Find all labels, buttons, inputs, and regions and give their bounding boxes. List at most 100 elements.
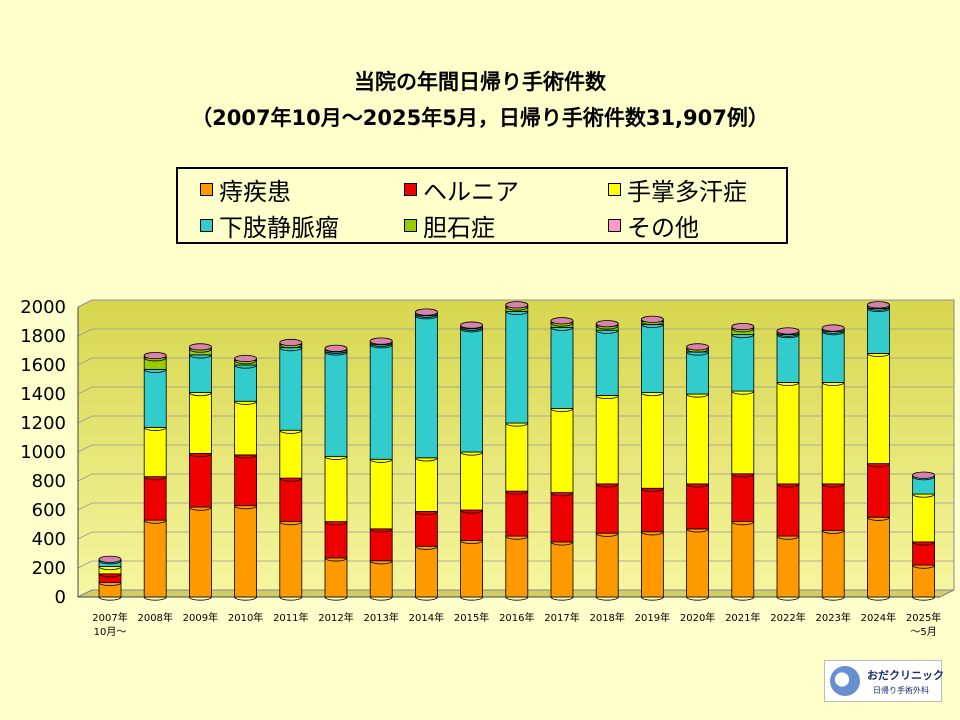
bar-segment-edge xyxy=(279,344,303,349)
bar-segment-edge xyxy=(867,353,890,357)
bar-segment-hemorrhoid xyxy=(143,519,167,598)
bar-segment-edge xyxy=(415,314,438,318)
bar-segment-edge xyxy=(415,457,438,462)
bar-segment-hyperhidrosis xyxy=(595,395,619,485)
bar-segment-varicose xyxy=(234,364,258,402)
bar-segment-edge xyxy=(550,492,574,497)
bar-segment-edge xyxy=(324,557,348,562)
x-tick-label: 2008年 xyxy=(137,611,172,624)
bar-segment-hyperhidrosis xyxy=(821,382,845,485)
bar-segment-edge xyxy=(143,427,167,431)
bar-segment-hernia xyxy=(414,511,438,547)
bar-top-cap xyxy=(234,354,258,363)
bar-segment-edge xyxy=(189,453,212,458)
bar-segment-edge xyxy=(415,596,438,601)
bar-segment-edge xyxy=(505,596,529,601)
y-tick-label: 200 xyxy=(32,558,66,579)
bar-segment-edge xyxy=(550,408,574,413)
bar-segment-edge xyxy=(279,347,303,352)
x-tick-label: 2024年 xyxy=(861,611,896,624)
bar-segment-hemorrhoid xyxy=(550,541,574,598)
bar-segment-hemorrhoid xyxy=(414,545,438,598)
bar-segment-hyperhidrosis xyxy=(188,392,212,454)
bar-segment-edge xyxy=(821,382,845,386)
bar-segment-hyperhidrosis xyxy=(234,400,258,456)
bar-segment-edge xyxy=(369,560,393,565)
bar-segment-hemorrhoid xyxy=(821,529,845,598)
y-tick-label: 600 xyxy=(32,500,66,521)
bar-segment-edge xyxy=(369,596,393,601)
bar-segment-edge xyxy=(821,596,845,601)
clinic-logo: おだクリニック 日帰り手術外科 xyxy=(824,660,944,702)
bar-segment-edge xyxy=(731,328,755,333)
bar-segment-edge xyxy=(821,530,845,534)
bar-segment-edge xyxy=(867,306,890,311)
bar-segment-edge xyxy=(324,456,348,460)
bar-segment-edge xyxy=(143,476,167,481)
x-tick-label: 2017年 xyxy=(544,611,579,624)
bar-segment-edge xyxy=(731,334,755,339)
bar-segment-hernia xyxy=(550,492,574,543)
bar-segment-edge xyxy=(776,334,800,339)
bar-segment-edge xyxy=(143,357,167,362)
bar-segment-varicose xyxy=(731,334,755,392)
bar-top-cap xyxy=(324,344,348,352)
bar-segment-edge xyxy=(98,573,122,578)
legend-swatch-other xyxy=(608,218,621,232)
bar-segment-hernia xyxy=(505,490,529,537)
bar-segment-edge xyxy=(279,596,303,601)
bar-segment-hemorrhoid xyxy=(641,531,664,598)
logo-subtitle: 日帰り手術外科 xyxy=(873,686,929,695)
bar-segment-hernia xyxy=(188,453,212,508)
x-tick-label: 2019年 xyxy=(635,611,670,624)
bar-top-cap xyxy=(143,351,167,360)
bar-segment-edge xyxy=(98,582,122,587)
bar-segment-varicose xyxy=(460,328,484,453)
bar-segment-edge xyxy=(595,325,619,330)
bar-segment-hernia xyxy=(821,483,845,531)
legend-label-hernia: ヘルニア xyxy=(423,177,519,206)
legend-label-gallstone: 胆石症 xyxy=(423,213,495,242)
bar-segment-edge xyxy=(595,483,619,488)
bar-segment-hyperhidrosis xyxy=(505,422,529,492)
gridline-depth xyxy=(77,473,93,482)
bar-segment-hernia xyxy=(324,521,348,559)
bar-segment-edge xyxy=(415,315,438,320)
legend-label-hemorrhoid: 痔疾患 xyxy=(219,177,291,206)
bar-segment-edge xyxy=(912,476,935,481)
x-tick-label: 2021年 xyxy=(725,611,760,624)
gridline-depth xyxy=(77,328,93,337)
bar-segment-edge xyxy=(460,596,483,601)
y-tick-label: 2000 xyxy=(20,297,66,318)
bar-segment-edge xyxy=(189,348,212,353)
bar-segment-edge xyxy=(279,430,303,434)
bar-segment-edge xyxy=(505,311,529,315)
bar-segment-varicose xyxy=(776,334,800,383)
bar-segment-hyperhidrosis xyxy=(279,429,303,479)
bar-segment-edge xyxy=(234,364,257,369)
bar-segment-hemorrhoid xyxy=(369,560,393,598)
bar-segment-edge xyxy=(867,308,890,313)
bar-segment-edge xyxy=(369,344,393,349)
bar-top-cap xyxy=(686,343,709,351)
bar-top-cap xyxy=(731,322,755,331)
bar-segment-edge xyxy=(731,473,755,478)
bar-segment-hyperhidrosis xyxy=(686,393,709,485)
gridline-depth xyxy=(77,299,93,308)
bar-segment-edge xyxy=(867,463,890,468)
bar-segment-hyperhidrosis xyxy=(867,353,890,464)
bar-segment-edge xyxy=(550,541,574,546)
x-tick-label: 2016年 xyxy=(499,611,534,624)
gridline-depth xyxy=(77,502,93,511)
bar-top-cap xyxy=(505,301,529,309)
bar-segment-edge xyxy=(595,533,619,537)
bar-segment-edge xyxy=(912,564,935,569)
bar-segment-varicose xyxy=(414,315,438,459)
bar-segment-gallstone xyxy=(143,357,167,370)
x-tick-label: 2010年 xyxy=(228,611,263,624)
bar-segment-edge xyxy=(234,505,257,510)
y-tick-label: 1400 xyxy=(20,384,66,405)
x-tick-label: 2009年 xyxy=(183,611,218,624)
bar-segment-varicose xyxy=(550,326,574,409)
legend-item-hyperhidrosis: 手掌多汗症 xyxy=(608,174,747,206)
